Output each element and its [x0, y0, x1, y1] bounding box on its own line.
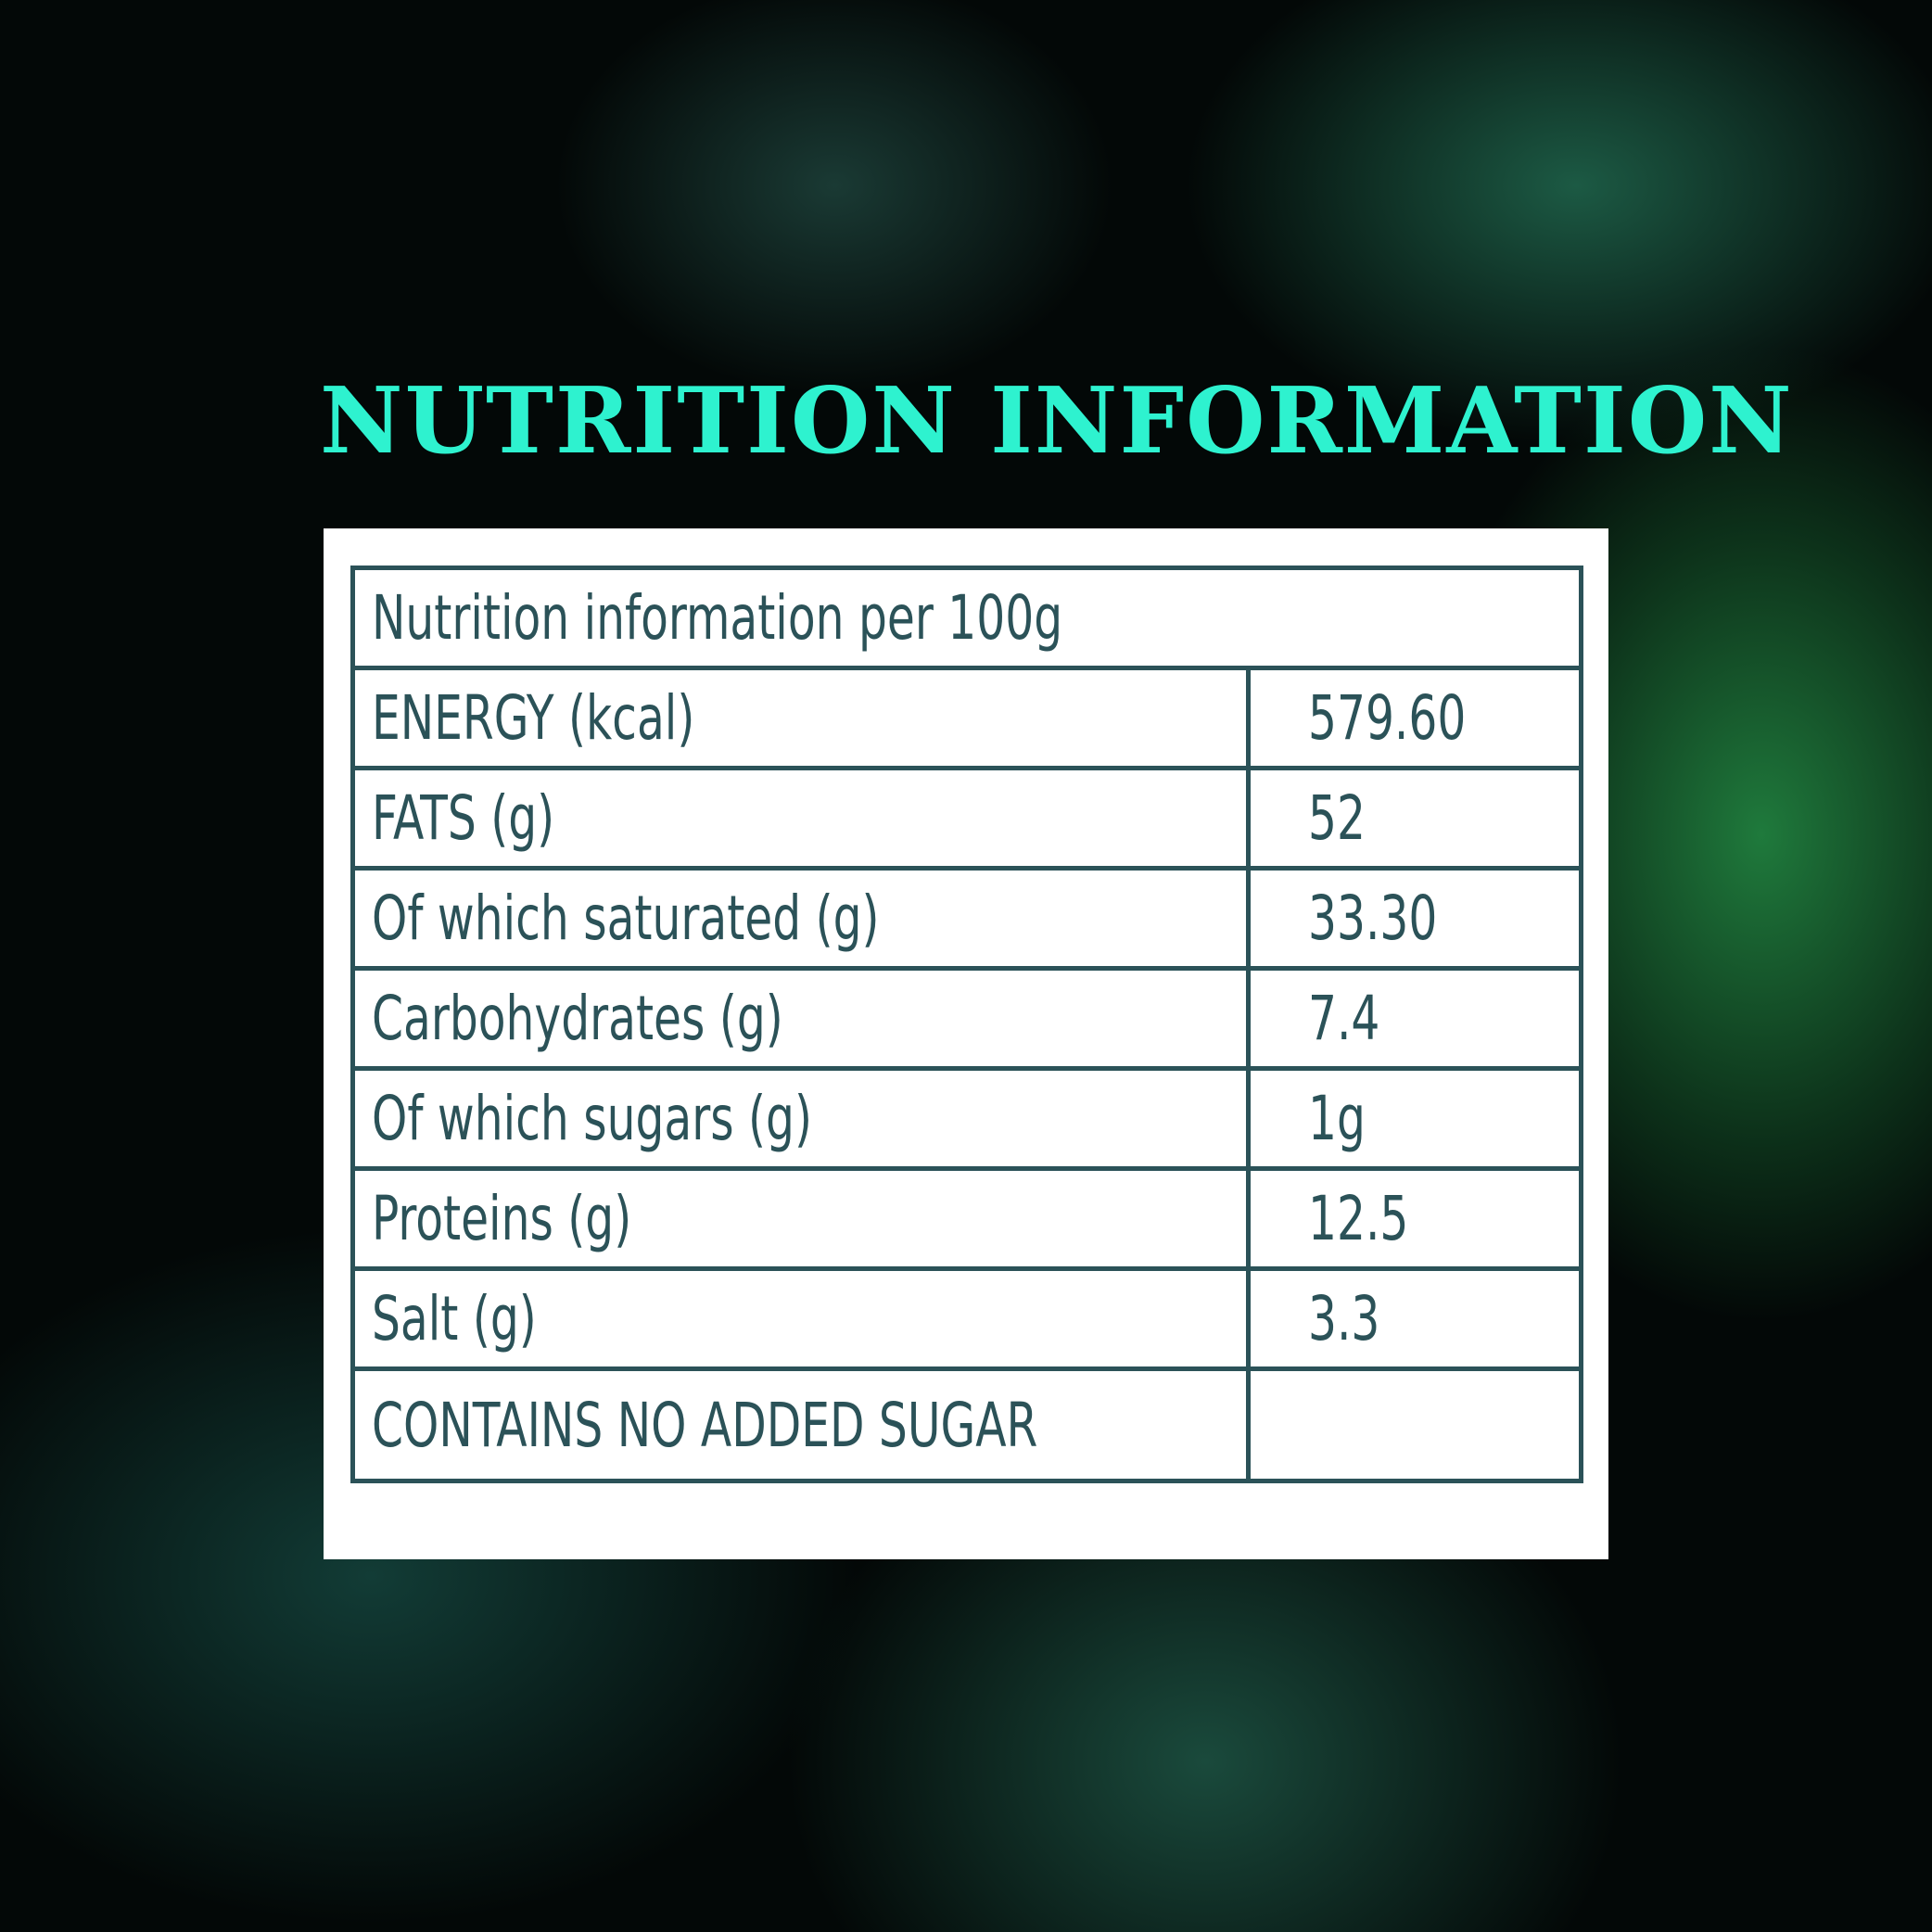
table-row: Carbohydrates (g) 7.4 — [350, 966, 1583, 1071]
label-text: ENERGY (kcal) — [372, 682, 695, 754]
nutrition-table: Nutrition information per 100g ENERGY (k… — [350, 566, 1583, 1483]
nutrient-label: Of which sugars (g) — [350, 1066, 1251, 1171]
nutrient-label: Salt (g) — [350, 1266, 1251, 1371]
nutrient-label: FATS (g) — [350, 766, 1251, 871]
table-row: Of which sugars (g) 1g — [350, 1066, 1583, 1171]
value-text: 579.60 — [1308, 682, 1467, 754]
label-text: Proteins (g) — [372, 1183, 632, 1254]
label-text: Of which saturated (g) — [372, 883, 880, 954]
value-text: 1g — [1308, 1083, 1366, 1154]
header-text: Nutrition information per 100g — [372, 582, 1063, 654]
value-text: 3.3 — [1308, 1283, 1380, 1354]
nutrient-label: Proteins (g) — [350, 1166, 1251, 1271]
nutrient-label: CONTAINS NO ADDED SUGAR — [350, 1366, 1251, 1483]
label-text: CONTAINS NO ADDED SUGAR — [372, 1389, 1038, 1461]
nutrition-panel: Nutrition information per 100g ENERGY (k… — [324, 528, 1608, 1559]
nutrient-label: Of which saturated (g) — [350, 866, 1251, 971]
page-title: NUTRITION INFORMATION — [320, 368, 1794, 475]
table-row: Salt (g) 3.3 — [350, 1266, 1583, 1371]
table-row: FATS (g) 52 — [350, 766, 1583, 871]
value-text: 52 — [1308, 782, 1366, 854]
nutrient-value: 3.3 — [1246, 1266, 1583, 1371]
table-row: ENERGY (kcal) 579.60 — [350, 666, 1583, 770]
label-text: Carbohydrates (g) — [372, 983, 783, 1054]
nutrient-value: 52 — [1246, 766, 1583, 871]
nutrient-value — [1246, 1366, 1583, 1483]
value-text: 12.5 — [1308, 1183, 1409, 1254]
nutrient-value: 7.4 — [1246, 966, 1583, 1071]
label-text: FATS (g) — [372, 782, 555, 854]
table-row: Proteins (g) 12.5 — [350, 1166, 1583, 1271]
table-row: Of which saturated (g) 33.30 — [350, 866, 1583, 971]
nutrient-label: Carbohydrates (g) — [350, 966, 1251, 1071]
table-header: Nutrition information per 100g — [350, 566, 1583, 670]
table-header-row: Nutrition information per 100g — [350, 566, 1583, 670]
nutrient-value: 12.5 — [1246, 1166, 1583, 1271]
nutrient-value: 1g — [1246, 1066, 1583, 1171]
label-text: Salt (g) — [372, 1283, 537, 1354]
nutrient-value: 579.60 — [1246, 666, 1583, 770]
value-text: 7.4 — [1308, 983, 1380, 1054]
nutrient-label: ENERGY (kcal) — [350, 666, 1251, 770]
value-text: 33.30 — [1308, 883, 1438, 954]
nutrient-value: 33.30 — [1246, 866, 1583, 971]
label-text: Of which sugars (g) — [372, 1083, 812, 1154]
table-row: CONTAINS NO ADDED SUGAR — [350, 1366, 1583, 1483]
